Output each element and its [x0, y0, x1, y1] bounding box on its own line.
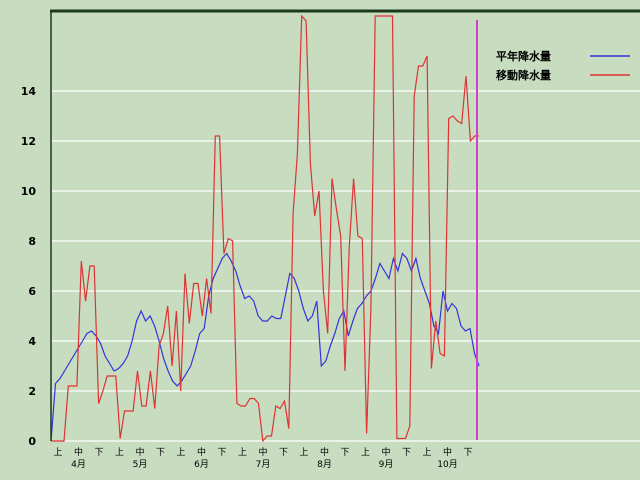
y-tick-label: 4	[28, 335, 36, 348]
x-period-label: 上	[361, 447, 370, 458]
y-tick-label: 8	[28, 235, 36, 248]
x-period-label: 中	[135, 446, 144, 458]
series-lines	[51, 14, 480, 442]
x-period-label: 下	[340, 448, 349, 458]
y-tick-label: 6	[28, 285, 36, 298]
legend-label: 移動降水量	[496, 68, 551, 82]
x-month-label: 8月	[317, 459, 332, 470]
x-period-label: 下	[463, 448, 472, 458]
x-period-label: 下	[156, 448, 165, 458]
x-period-label: 中	[443, 446, 452, 458]
y-tick-label: 14	[21, 85, 37, 98]
x-period-label: 下	[94, 448, 103, 458]
x-period-label: 中	[381, 446, 390, 458]
x-month-label: 10月	[437, 459, 457, 470]
x-period-label: 下	[279, 448, 288, 458]
x-period-label: 中	[197, 446, 206, 458]
x-month-label: 4月	[71, 459, 86, 470]
y-tick-label: 0	[28, 435, 36, 448]
x-period-label: 下	[217, 448, 226, 458]
x-period-label: 中	[74, 446, 83, 458]
x-period-label: 上	[299, 447, 308, 458]
x-period-label: 上	[238, 447, 247, 458]
y-tick-labels: 0 2 4 6 8 10 12 14	[21, 85, 37, 448]
y-tick-label: 2	[28, 385, 36, 398]
x-period-label: 上	[115, 447, 124, 458]
x-period-label: 下	[402, 448, 411, 458]
series-line-1	[51, 14, 479, 442]
x-month-label: 9月	[379, 459, 394, 470]
x-month-label: 7月	[256, 459, 271, 470]
x-tick-labels: 上中下上中下上中下上中下上中下上中下上中下4月 5月 6月 7月 8月 9月 10月	[53, 446, 472, 470]
x-period-label: 中	[320, 446, 329, 458]
x-month-label: 5月	[133, 459, 148, 470]
legend-label: 平年降水量	[496, 49, 551, 63]
y-tick-label: 12	[21, 135, 36, 148]
y-tick-label: 10	[21, 185, 37, 198]
x-period-label: 中	[258, 446, 267, 458]
x-period-label: 上	[422, 447, 431, 458]
x-period-label: 上	[176, 447, 185, 458]
x-month-label: 6月	[194, 459, 209, 470]
x-period-label: 上	[53, 447, 62, 458]
series-line-0	[51, 252, 480, 442]
